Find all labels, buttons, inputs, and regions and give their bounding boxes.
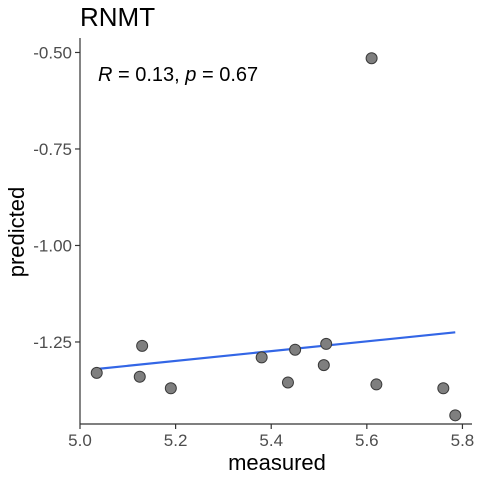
r-symbol: R <box>98 64 112 86</box>
data-point <box>365 52 378 65</box>
y-tick-label: -1.00 <box>33 236 72 255</box>
p-symbol: p <box>184 64 196 86</box>
data-point <box>133 370 146 383</box>
p-value: = 0.67 <box>196 64 258 86</box>
data-point <box>370 378 383 391</box>
y-tick-label: -0.75 <box>33 140 72 159</box>
data-point <box>449 409 462 422</box>
y-tick-label: -0.50 <box>33 43 72 62</box>
data-point <box>255 351 268 364</box>
x-tick-label: 5.8 <box>451 431 475 450</box>
plot-area <box>90 52 462 422</box>
correlation-annotation: R = 0.13, p = 0.67 <box>98 64 258 86</box>
y-tick-label: -1.25 <box>33 333 72 352</box>
data-point <box>437 382 450 395</box>
data-point <box>281 376 294 389</box>
x-tick-label: 5.2 <box>164 431 188 450</box>
data-point <box>90 366 103 379</box>
x-tick-label: 5.6 <box>355 431 379 450</box>
r-value: = 0.13, <box>112 64 185 86</box>
data-point <box>317 359 330 372</box>
data-point <box>136 339 149 352</box>
data-point <box>164 382 177 395</box>
x-tick-label: 5.0 <box>68 431 92 450</box>
regression-line <box>96 331 456 371</box>
x-axis-title: measured <box>228 450 326 475</box>
chart-title: RNMT <box>80 2 155 32</box>
axes: 5.0 5.2 5.4 5.6 5.8 -0.50 -0.75 -1.00 -1.25 <box>33 38 474 450</box>
data-point <box>289 343 302 356</box>
data-point <box>320 337 333 350</box>
y-axis-title: predicted <box>4 187 29 278</box>
x-tick-label: 5.4 <box>259 431 283 450</box>
